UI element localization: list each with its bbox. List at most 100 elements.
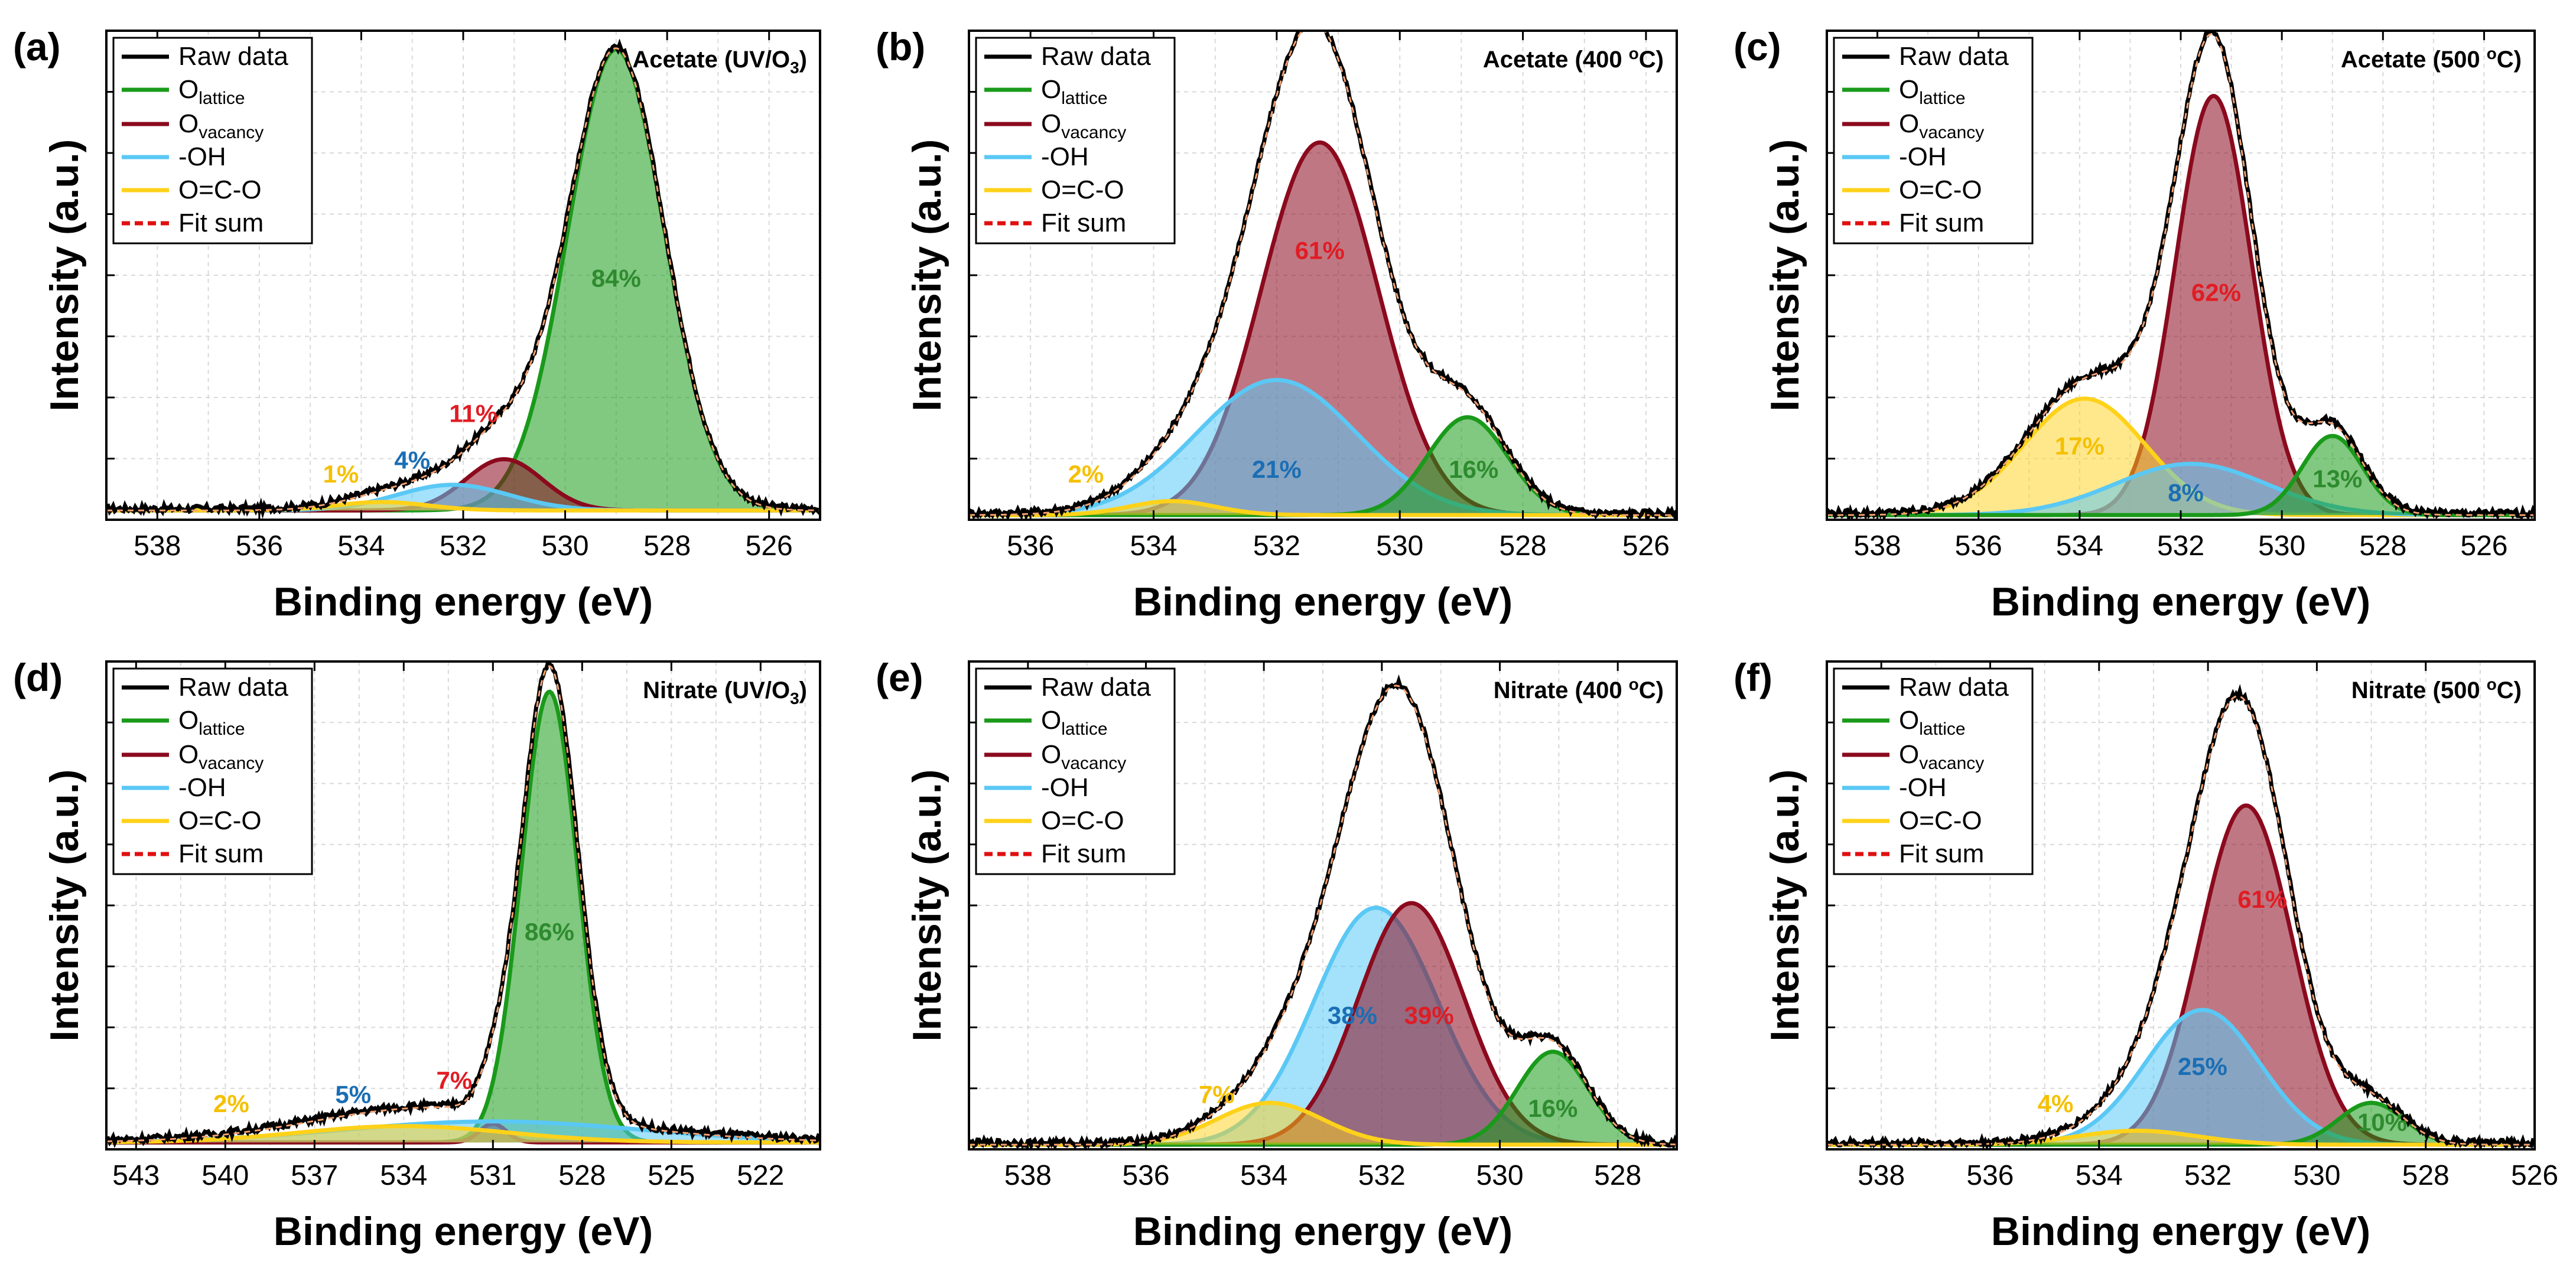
vacancy-peak-fill [969, 903, 1677, 1145]
oco-peak-line [106, 1124, 820, 1145]
x-axis-title: Binding energy (eV) [1991, 1209, 2370, 1254]
legend-label-fit: Fit sum [178, 839, 264, 868]
oco-percent-label: 1% [323, 460, 359, 488]
legend-label-fit: Fit sum [1899, 839, 1984, 868]
x-tick-label: 530 [542, 530, 589, 562]
fit-sum-line [969, 31, 1677, 516]
legend-box [1833, 37, 2034, 245]
oco-percent-label: 7% [1199, 1080, 1235, 1108]
panel-title: Nitrate (400 oC) [1494, 675, 1664, 703]
x-tick-label: 526 [2511, 1160, 2558, 1191]
legend-label-fit: Fit sum [178, 208, 264, 237]
oh-percent-label: 25% [2178, 1052, 2227, 1080]
y-axis-title: Intensity (a.u.) [1762, 770, 1807, 1042]
x-tick-label: 534 [337, 530, 385, 562]
legend-box [975, 37, 1176, 245]
plot-area [969, 31, 1677, 520]
oco-peak-fill [969, 1103, 1677, 1145]
legend-label-vacancy: Ovacancy [178, 109, 264, 142]
vacancy-percent-label: 11% [449, 399, 497, 427]
x-axis-title: Binding energy (eV) [274, 1209, 653, 1254]
x-axis-title: Binding energy (eV) [1133, 1209, 1513, 1254]
x-tick-label: 532 [2157, 530, 2204, 562]
y-axis-title: Intensity (a.u.) [905, 139, 949, 412]
fit-sum-line [1827, 695, 2535, 1146]
x-tick-label: 534 [1130, 530, 1177, 562]
x-tick-label: 528 [1500, 530, 1547, 562]
lattice-peak-fill [106, 49, 820, 511]
x-tick-label: 532 [1253, 530, 1300, 562]
x-tick-label: 538 [134, 530, 181, 562]
panel-title: Acetate (UV/O3) [632, 47, 807, 77]
x-tick-label: 532 [1358, 1160, 1406, 1191]
x-tick-label: 534 [380, 1160, 427, 1191]
plot-area [1827, 683, 2535, 1149]
oh-percent-label: 38% [1328, 1002, 1377, 1029]
lattice-percent-label: 13% [2312, 465, 2362, 493]
panel-label: (c) [1733, 25, 1781, 69]
legend-label-fit: Fit sum [1899, 208, 1984, 237]
vacancy-percent-label: 61% [2237, 885, 2287, 913]
x-tick-label: 528 [643, 530, 691, 562]
fit-sum-line [969, 685, 1677, 1146]
oh-percent-label: 4% [394, 446, 430, 474]
x-tick-label: 526 [746, 530, 793, 562]
x-axis-title: Binding energy (eV) [274, 579, 653, 624]
x-axis-title: Binding energy (eV) [1133, 579, 1513, 624]
panel-c: 538 536 534 532 530 528 526 Binding energy (eV)… [1733, 25, 2536, 624]
panel-label: (e) [876, 656, 923, 699]
x-tick-label: 530 [2293, 1160, 2340, 1191]
panel-label: (b) [876, 25, 925, 69]
panel-label: (d) [13, 656, 63, 699]
y-axis-title: Intensity (a.u.) [42, 770, 87, 1042]
x-tick-label: 532 [2184, 1160, 2232, 1191]
lattice-percent-label: 86% [525, 918, 574, 946]
oh-percent-label: 21% [1252, 455, 1302, 483]
legend-label-oh: -OH [178, 773, 226, 802]
panel-label: (a) [13, 25, 61, 69]
x-tick-label: 538 [1854, 530, 1901, 562]
legend-box [975, 667, 1176, 875]
legend-label-oco: O=C-O [1041, 806, 1124, 835]
x-axis-title: Binding energy (eV) [1991, 579, 2370, 624]
x-tick-label: 525 [648, 1160, 695, 1191]
plot-area [1827, 31, 2535, 520]
panel-e: 538 536 534 532 530 528 Binding energy (eV) Int… [876, 656, 1678, 1254]
panel-title: Nitrate (500 oC) [2351, 675, 2522, 703]
oh-peak-fill [1827, 464, 2535, 516]
legend-label-oco: O=C-O [1899, 806, 1982, 835]
legend-label-oco: O=C-O [1041, 175, 1124, 204]
x-tick-label: 536 [236, 530, 283, 562]
lattice-peak-fill [1827, 1103, 2535, 1145]
oh-peak-fill [106, 484, 820, 511]
lattice-peak-fill [969, 417, 1677, 516]
legend-label-lattice: Olattice [1899, 706, 1966, 739]
x-tick-label: 531 [469, 1160, 516, 1191]
x-tick-label: 530 [2258, 530, 2305, 562]
oco-peak-fill [1827, 399, 2535, 516]
legend-label-vacancy: Ovacancy [1041, 740, 1126, 773]
legend-label-fit: Fit sum [1041, 839, 1126, 868]
x-tick-label: 537 [291, 1160, 338, 1191]
legend-label-lattice: Olattice [178, 75, 245, 108]
x-tick-label: 536 [1122, 1160, 1169, 1191]
legend-label-oh: -OH [1899, 142, 1947, 171]
x-tick-label: 528 [2402, 1160, 2450, 1191]
legend-label-oco: O=C-O [178, 175, 262, 204]
oco-peak-line [969, 499, 1677, 517]
fit-sum-line [106, 47, 820, 511]
lattice-peak-fill [1827, 436, 2535, 516]
x-tick-label: 528 [558, 1160, 606, 1191]
x-tick-label: 534 [2056, 530, 2103, 562]
legend-box [112, 667, 313, 875]
oco-percent-label: 2% [213, 1090, 249, 1117]
legend-box [1833, 667, 2034, 875]
legend-label-lattice: Olattice [1041, 706, 1108, 739]
panel-title: Acetate (500 oC) [2341, 44, 2522, 73]
vacancy-percent-label: 39% [1404, 1002, 1454, 1029]
fit-sum-line [1827, 33, 2535, 516]
x-tick-label: 540 [201, 1160, 249, 1191]
